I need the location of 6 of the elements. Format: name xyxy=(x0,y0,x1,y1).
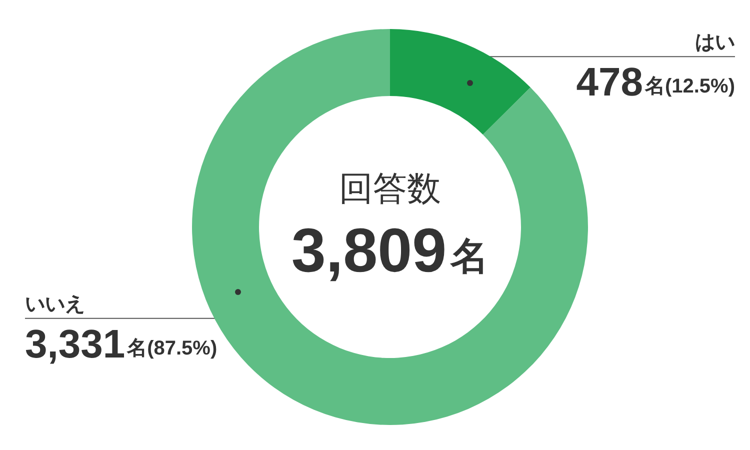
text: 3,809名 xyxy=(291,216,489,286)
slice-label: はい xyxy=(695,32,735,54)
text: 回答数 xyxy=(339,170,441,208)
data-label: 478名(12.5%) xyxy=(576,60,735,105)
slice-label: いいえ xyxy=(25,293,85,316)
data-label: 3,331名(87.5%) xyxy=(25,322,218,366)
